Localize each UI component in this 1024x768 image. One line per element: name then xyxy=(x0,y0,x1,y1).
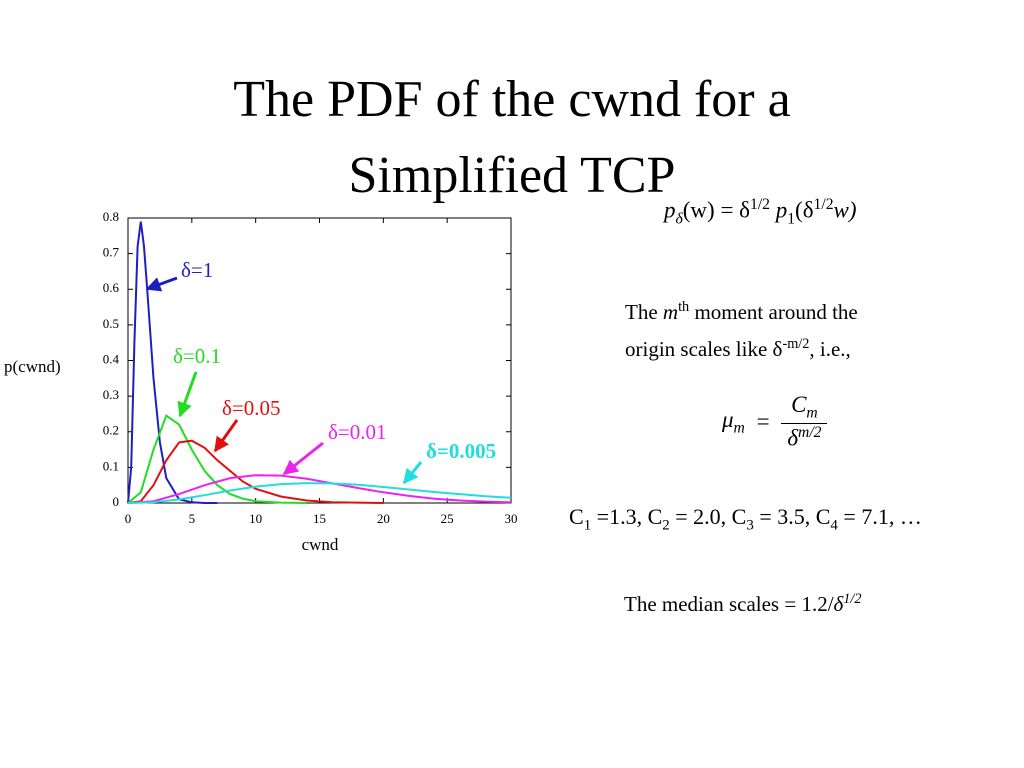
text-part: = 7.1, … xyxy=(837,504,922,529)
y-tick-label: 0.7 xyxy=(103,245,120,260)
formula-part: p xyxy=(664,197,676,223)
x-tick-label: 25 xyxy=(441,511,454,526)
constants-text: C1 =1.3, C2 = 2.0, C3 = 3.5, C4 = 7.1, … xyxy=(569,504,922,534)
formula-part: m xyxy=(806,404,818,422)
series-label: δ=0.1 xyxy=(173,344,221,368)
x-tick-label: 20 xyxy=(377,511,390,526)
y-tick-label: 0.6 xyxy=(103,280,120,295)
formula-part: m xyxy=(733,419,745,437)
y-axis-label: p(cwnd) xyxy=(4,357,61,376)
formula-part: (δ xyxy=(795,197,814,223)
text-part: = 2.0, C xyxy=(669,504,747,529)
formula-part: m/2 xyxy=(798,423,822,441)
x-tick-label: 10 xyxy=(249,511,262,526)
series-label: δ=0.01 xyxy=(328,420,387,444)
formula-part: 1/2 xyxy=(750,196,770,213)
formula-part: C xyxy=(791,392,807,417)
series-line xyxy=(127,414,307,504)
text-part: The median scales = 1.2/ xyxy=(624,592,834,616)
y-tick-label: 0.3 xyxy=(103,387,119,402)
x-axis-label: cwnd xyxy=(302,535,339,554)
series-label: δ=1 xyxy=(181,258,213,282)
formula-part: = xyxy=(756,408,770,434)
callout-arrow xyxy=(177,371,198,418)
text-part: m xyxy=(662,300,679,324)
callout-arrow xyxy=(282,441,324,476)
formula-part: 1/2 xyxy=(813,196,834,213)
text-part: 3 xyxy=(746,517,754,534)
slide-title: The PDF of the cwnd for a Simplified TCP xyxy=(233,71,791,204)
text-part: , i.e., xyxy=(809,337,851,361)
series-label: δ=0.05 xyxy=(222,396,281,420)
y-tick-label: 0.4 xyxy=(103,351,120,366)
series-line xyxy=(127,482,512,504)
text-part: -m/2 xyxy=(782,336,810,352)
text-part: 4 xyxy=(830,517,838,534)
text-part: moment around the xyxy=(689,300,858,324)
text-part: =1.3, C xyxy=(591,504,663,529)
mu-formula: μm = Cm δm/2 xyxy=(722,392,828,451)
series-line xyxy=(127,221,218,504)
x-tick-label: 5 xyxy=(189,511,196,526)
text-part: The xyxy=(625,300,663,324)
callout-arrow xyxy=(402,461,423,485)
y-tick-label: 0.5 xyxy=(103,316,119,331)
x-tick-label: 30 xyxy=(505,511,518,526)
text-part: origin scales like δ xyxy=(625,337,783,361)
series-line xyxy=(127,439,384,504)
formula-part: 1 xyxy=(787,210,796,228)
y-tick-label: 0 xyxy=(113,494,120,509)
formula-part: w) xyxy=(833,197,857,223)
y-tick-label: 0.2 xyxy=(103,423,119,438)
text-part: C xyxy=(569,504,584,529)
text-part: 1/2 xyxy=(843,591,862,607)
fraction: Cm δm/2 xyxy=(781,392,828,451)
series-label: δ=0.005 xyxy=(426,439,496,463)
y-tick-label: 0.8 xyxy=(103,209,119,224)
series-line xyxy=(127,474,512,504)
y-tick-label: 0.1 xyxy=(103,458,119,473)
formula-part: p xyxy=(775,197,788,223)
chart: p(cwnd) cwnd 0 0.1 0.2 0.3 0.4 0.5 0.6 0.7 0.8 0 5… xyxy=(4,209,518,554)
x-tick-label: 15 xyxy=(313,511,326,526)
callout-arrow xyxy=(145,276,178,292)
formula-part: δ xyxy=(787,425,799,451)
formula-part: δ xyxy=(675,210,683,228)
text-part: δ xyxy=(833,592,844,616)
text-part: 2 xyxy=(662,517,670,534)
x-tick-label: 0 xyxy=(125,511,132,526)
text-part: th xyxy=(678,299,690,315)
text-part: = 3.5, C xyxy=(753,504,831,529)
callout-arrow xyxy=(213,419,239,453)
pdf-formula: pδ(w) = δ1/2 p1(δ1/2w) xyxy=(664,196,857,228)
formula-part: (w) = δ xyxy=(682,197,751,223)
moment-text: The mth moment around the origin scales … xyxy=(625,291,858,365)
text-part: 1 xyxy=(583,517,592,534)
median-text: The median scales = 1.2/δ1/2 xyxy=(624,591,862,617)
formula-part: μ xyxy=(722,406,734,432)
